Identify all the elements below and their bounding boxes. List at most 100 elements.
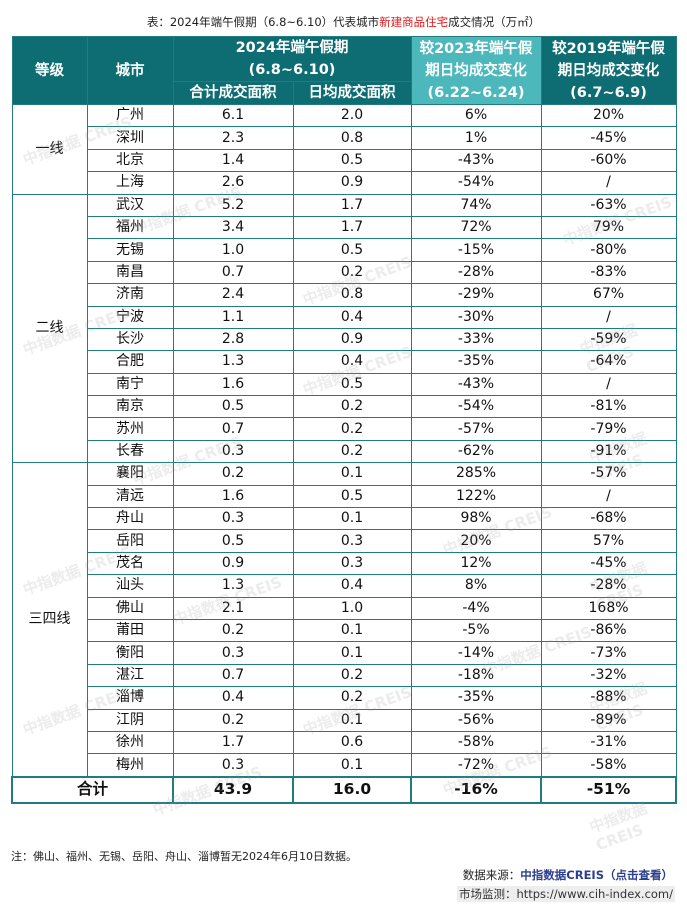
total-area-cell: 2.8 — [172, 327, 294, 352]
city-cell: 宁波 — [86, 305, 174, 329]
table-row: 二线 武汉 5.2 1.7 74% -63% — [11, 193, 677, 464]
tier-cell: 二线 — [11, 193, 88, 464]
table-caption: 表：2024年端午假期（6.8~6.10）代表城市新建商品住宅成交情况（万㎡） — [0, 14, 687, 30]
city-cell: 汕头 — [86, 574, 174, 598]
city-cell: 莆田 — [86, 618, 174, 643]
total-area-cell: 0.7 — [172, 417, 294, 441]
vs2023-cell: 12% — [410, 551, 542, 576]
table-row: 湛江 0.7 0.2 -18% -32% — [12, 663, 677, 688]
table-row: 茂名 0.9 0.3 12% -45% — [12, 551, 677, 576]
caption-highlight: 新建商品住宅 — [379, 15, 449, 29]
vs2019-cell: 168% — [540, 596, 677, 620]
vs2023-cell: 285% — [410, 462, 542, 486]
table-row: 淄博 0.4 0.2 -35% -88% — [12, 686, 677, 710]
source-link[interactable]: 中指数据CREIS（点击查看） — [520, 868, 673, 882]
vs2019-cell: -58% — [540, 753, 677, 778]
table-row: 长沙 2.8 0.9 -33% -59% — [12, 327, 677, 352]
total-area-cell: 0.2 — [172, 708, 294, 732]
vs2023-cell: -35% — [410, 686, 542, 710]
vs2019-cell: 67% — [540, 283, 677, 307]
city-cell: 长沙 — [86, 327, 174, 352]
table-row: 济南 2.4 0.8 -29% 67% — [12, 283, 677, 307]
total-area-cell: 1.6 — [172, 372, 294, 397]
total-area: 43.9 — [172, 775, 294, 804]
vs2023-cell: -54% — [410, 171, 542, 195]
city-cell: 舟山 — [86, 507, 174, 531]
vs2019-cell: -60% — [540, 148, 677, 173]
table-row: 汕头 1.3 0.4 8% -28% — [12, 574, 677, 598]
tier-cell: 三四线 — [11, 462, 88, 778]
data-source: 数据来源：中指数据CREIS（点击查看） — [463, 867, 673, 883]
header-2024-line2: (6.8~6.10) — [248, 62, 336, 78]
vs2019-cell: -86% — [540, 618, 677, 643]
vs2023-cell: 72% — [410, 215, 542, 240]
header-vs2019-line3: (6.7~6.9) — [570, 84, 647, 101]
vs2019-cell: 79% — [540, 215, 677, 240]
total-area-cell: 0.7 — [172, 260, 294, 285]
table-row: 合肥 1.3 0.4 -35% -64% — [12, 350, 677, 374]
market-monitor: 市场监测：https://www.cih-index.com/ — [456, 886, 675, 902]
total-area-cell: 0.3 — [172, 753, 294, 778]
total-area-cell: 0.5 — [172, 395, 294, 419]
city-cell: 淄博 — [86, 686, 174, 710]
total-area-cell: 2.6 — [172, 171, 294, 195]
city-cell: 合肥 — [86, 350, 174, 374]
header-vs2023-line1: 较2023年端午假 — [419, 40, 533, 57]
daily-area-cell: 0.6 — [292, 730, 412, 755]
vs2023-cell: -43% — [410, 372, 542, 397]
daily-area-cell: 0.3 — [292, 551, 412, 576]
total-area-cell: 6.1 — [172, 103, 294, 128]
daily-area-cell: 0.5 — [292, 148, 412, 173]
city-cell: 徐州 — [86, 730, 174, 755]
daily-area-cell: 1.0 — [292, 596, 412, 620]
vs2019-cell: -31% — [540, 730, 677, 755]
vs2019-cell: -79% — [540, 417, 677, 441]
total-row: 合计 43.9 16.0 -16% -51% — [11, 775, 678, 804]
vs2023-cell: -56% — [410, 708, 542, 732]
daily-area-cell: 0.2 — [292, 686, 412, 710]
header-tier: 等级 — [11, 36, 88, 105]
header-vs2023-line2: 期日均成交变化 — [425, 62, 527, 79]
vs2019-cell: -68% — [540, 507, 677, 531]
vs2019-cell: -32% — [540, 663, 677, 688]
city-cell: 南京 — [86, 395, 174, 419]
total-vs2023: -16% — [410, 775, 543, 804]
header-total-area: 合计成交面积 — [172, 81, 294, 105]
daily-area-cell: 0.3 — [292, 529, 412, 553]
daily-area-cell: 0.1 — [292, 753, 412, 778]
table-row: 梅州 0.3 0.1 -72% -58% — [12, 753, 677, 778]
caption-prefix: 表：2024年端午假期（6.8~6.10）代表城市 — [146, 15, 380, 29]
daily-area-cell: 0.5 — [292, 238, 412, 262]
daily-area-cell: 0.1 — [292, 641, 412, 665]
total-area-cell: 1.1 — [172, 305, 294, 329]
table-row: 江阴 0.2 0.1 -56% -89% — [12, 708, 677, 732]
vs2023-cell: 8% — [410, 574, 542, 598]
vs2023-cell: -4% — [410, 596, 542, 620]
city-cell: 深圳 — [86, 126, 174, 150]
vs2019-cell: / — [540, 484, 677, 509]
vs2019-cell: -64% — [540, 350, 677, 374]
vs2023-cell: 1% — [410, 126, 542, 150]
vs2019-cell: -73% — [540, 641, 677, 665]
city-cell: 北京 — [86, 148, 174, 173]
header-vs2019: 较2019年端午假 期日均成交变化 (6.7~6.9) — [540, 36, 677, 105]
city-cell: 武汉 — [86, 193, 174, 217]
total-area-cell: 0.2 — [172, 462, 294, 486]
daily-area-cell: 1.7 — [292, 193, 412, 217]
city-cell: 济南 — [86, 283, 174, 307]
vs2023-cell: -14% — [410, 641, 542, 665]
city-cell: 岳阳 — [86, 529, 174, 553]
daily-area-cell: 0.1 — [292, 618, 412, 643]
data-table: 等级 城市 2024年端午假期 (6.8~6.10) 较2023年端午假 期日均成交… — [11, 36, 678, 804]
vs2023-cell: -72% — [410, 753, 542, 778]
vs2019-cell: -81% — [540, 395, 677, 419]
table-row: 徐州 1.7 0.6 -58% -31% — [12, 730, 677, 755]
city-cell: 襄阳 — [86, 462, 174, 486]
vs2019-cell: -45% — [540, 126, 677, 150]
total-area-cell: 0.3 — [172, 439, 294, 464]
daily-area-cell: 0.1 — [292, 507, 412, 531]
total-area-cell: 5.2 — [172, 193, 294, 217]
header-daily-area: 日均成交面积 — [292, 81, 412, 105]
caption-suffix: 成交情况（万㎡） — [448, 15, 541, 29]
vs2023-cell: -30% — [410, 305, 542, 329]
